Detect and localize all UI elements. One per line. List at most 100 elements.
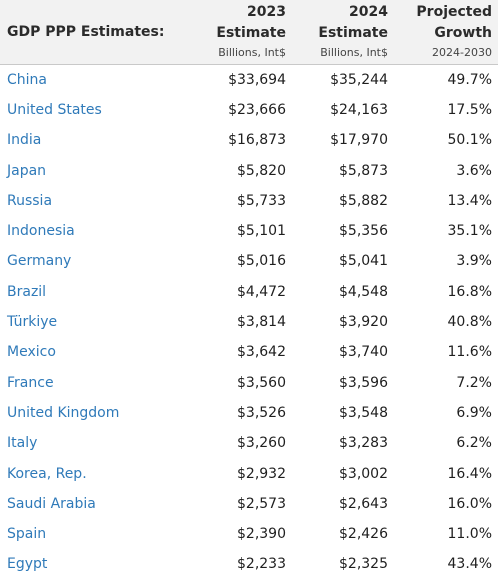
country-link[interactable]: Brazil xyxy=(7,283,47,300)
estimate-2024-cell: $5,882 xyxy=(339,192,388,209)
table-row: Saudi Arabia $2,573 $2,643 16.0% xyxy=(0,489,498,519)
country-link[interactable]: Egypt xyxy=(7,556,48,573)
estimate-2023-cell: $2,932 xyxy=(237,465,286,482)
country-link[interactable]: United States xyxy=(7,101,102,118)
estimate-2024-cell: $17,970 xyxy=(330,132,388,149)
estimate-2024-cell: $3,920 xyxy=(339,314,388,331)
table-row: Mexico $3,642 $3,740 11.6% xyxy=(0,337,498,367)
column-header-2023-year: 2023 xyxy=(247,3,286,20)
estimate-2024-cell: $4,548 xyxy=(339,283,388,300)
country-link[interactable]: India xyxy=(7,132,42,149)
country-link[interactable]: Türkiye xyxy=(7,314,58,331)
column-header-growth: Projected Growth 2024-2030 xyxy=(394,0,498,64)
projected-growth-cell: 40.8% xyxy=(447,314,492,331)
estimate-2024-cell: $2,426 xyxy=(339,526,388,543)
table-row: Indonesia $5,101 $5,356 35.1% xyxy=(0,216,498,246)
projected-growth-cell: 49.7% xyxy=(447,71,492,88)
projected-growth-cell: 17.5% xyxy=(447,101,492,118)
projected-growth-cell: 6.9% xyxy=(456,404,492,421)
estimate-2023-cell: $2,233 xyxy=(237,556,286,573)
table-row: United Kingdom $3,526 $3,548 6.9% xyxy=(0,398,498,428)
table-row: India $16,873 $17,970 50.1% xyxy=(0,125,498,155)
country-link[interactable]: Korea, Rep. xyxy=(7,465,87,482)
country-link[interactable]: China xyxy=(7,71,47,88)
estimate-2024-cell: $3,548 xyxy=(339,404,388,421)
column-header-2024: 2024 Estimate Billions, Int$ xyxy=(292,0,394,64)
estimate-2024-cell: $3,283 xyxy=(339,435,388,452)
table-row: Germany $5,016 $5,041 3.9% xyxy=(0,246,498,276)
table-row: Italy $3,260 $3,283 6.2% xyxy=(0,428,498,458)
column-header-growth-line1: Projected xyxy=(416,3,492,20)
estimate-2023-cell: $5,016 xyxy=(237,253,286,270)
estimate-2024-cell: $5,356 xyxy=(339,223,388,240)
estimate-2024-cell: $3,596 xyxy=(339,374,388,391)
estimate-2024-cell: $3,740 xyxy=(339,344,388,361)
projected-growth-cell: 50.1% xyxy=(447,132,492,149)
estimate-2023-cell: $3,526 xyxy=(237,404,286,421)
estimate-2023-cell: $3,642 xyxy=(237,344,286,361)
country-link[interactable]: Spain xyxy=(7,526,47,543)
table-row: Spain $2,390 $2,426 11.0% xyxy=(0,519,498,549)
country-link[interactable]: Japan xyxy=(7,162,47,179)
estimate-2023-cell: $3,560 xyxy=(237,374,286,391)
column-header-2024-label: Estimate xyxy=(318,24,388,41)
table-row: China $33,694 $35,244 49.7% xyxy=(0,64,498,95)
table-row: Japan $5,820 $5,873 3.6% xyxy=(0,155,498,185)
country-link[interactable]: Russia xyxy=(7,192,53,209)
table-header: GDP PPP Estimates: 2023 Estimate Billion… xyxy=(0,0,498,64)
estimate-2023-cell: $16,873 xyxy=(228,132,286,149)
projected-growth-cell: 11.0% xyxy=(447,526,492,543)
projected-growth-cell: 35.1% xyxy=(447,223,492,240)
estimate-2023-cell: $33,694 xyxy=(228,71,286,88)
column-header-growth-unit: 2024-2030 xyxy=(432,45,492,59)
estimate-2023-cell: $5,101 xyxy=(237,223,286,240)
estimate-2024-cell: $2,643 xyxy=(339,495,388,512)
projected-growth-cell: 16.4% xyxy=(447,465,492,482)
projected-growth-cell: 13.4% xyxy=(447,192,492,209)
country-link[interactable]: Saudi Arabia xyxy=(7,495,96,512)
estimate-2023-cell: $3,814 xyxy=(237,314,286,331)
estimate-2024-cell: $35,244 xyxy=(330,71,388,88)
country-link[interactable]: Indonesia xyxy=(7,223,75,240)
column-header-2023: 2023 Estimate Billions, Int$ xyxy=(190,0,292,64)
estimate-2023-cell: $5,733 xyxy=(237,192,286,209)
estimate-2024-cell: $5,041 xyxy=(339,253,388,270)
table-row: Brazil $4,472 $4,548 16.8% xyxy=(0,277,498,307)
country-link[interactable]: Mexico xyxy=(7,344,56,361)
country-link[interactable]: United Kingdom xyxy=(7,404,120,421)
table-row: Türkiye $3,814 $3,920 40.8% xyxy=(0,307,498,337)
table-row: France $3,560 $3,596 7.2% xyxy=(0,367,498,397)
table-body: China $33,694 $35,244 49.7% United States $23… xyxy=(0,64,498,573)
projected-growth-cell: 6.2% xyxy=(456,435,492,452)
table-row: Egypt $2,233 $2,325 43.4% xyxy=(0,549,498,573)
column-header-2024-year: 2024 xyxy=(349,3,388,20)
estimate-2023-cell: $5,820 xyxy=(237,162,286,179)
table-row: Russia $5,733 $5,882 13.4% xyxy=(0,186,498,216)
country-link[interactable]: France xyxy=(7,374,54,391)
column-header-2023-label: Estimate xyxy=(216,24,286,41)
table-row: United States $23,666 $24,163 17.5% xyxy=(0,95,498,125)
estimate-2023-cell: $2,573 xyxy=(237,495,286,512)
projected-growth-cell: 43.4% xyxy=(447,556,492,573)
projected-growth-cell: 16.0% xyxy=(447,495,492,512)
projected-growth-cell: 16.8% xyxy=(447,283,492,300)
estimate-2023-cell: $3,260 xyxy=(237,435,286,452)
projected-growth-cell: 3.9% xyxy=(456,253,492,270)
estimate-2023-cell: $4,472 xyxy=(237,283,286,300)
country-link[interactable]: Italy xyxy=(7,435,38,452)
projected-growth-cell: 3.6% xyxy=(456,162,492,179)
estimate-2024-cell: $5,873 xyxy=(339,162,388,179)
estimate-2024-cell: $2,325 xyxy=(339,556,388,573)
column-header-growth-line2: Growth xyxy=(434,24,492,41)
projected-growth-cell: 7.2% xyxy=(456,374,492,391)
column-header-2023-unit: Billions, Int$ xyxy=(218,45,286,59)
estimate-2023-cell: $23,666 xyxy=(228,101,286,118)
country-link[interactable]: Germany xyxy=(7,253,72,270)
column-header-2024-unit: Billions, Int$ xyxy=(320,45,388,59)
header-row: GDP PPP Estimates: 2023 Estimate Billion… xyxy=(0,0,498,64)
estimate-2023-cell: $2,390 xyxy=(237,526,286,543)
table-row: Korea, Rep. $2,932 $3,002 16.4% xyxy=(0,458,498,488)
estimate-2024-cell: $3,002 xyxy=(339,465,388,482)
